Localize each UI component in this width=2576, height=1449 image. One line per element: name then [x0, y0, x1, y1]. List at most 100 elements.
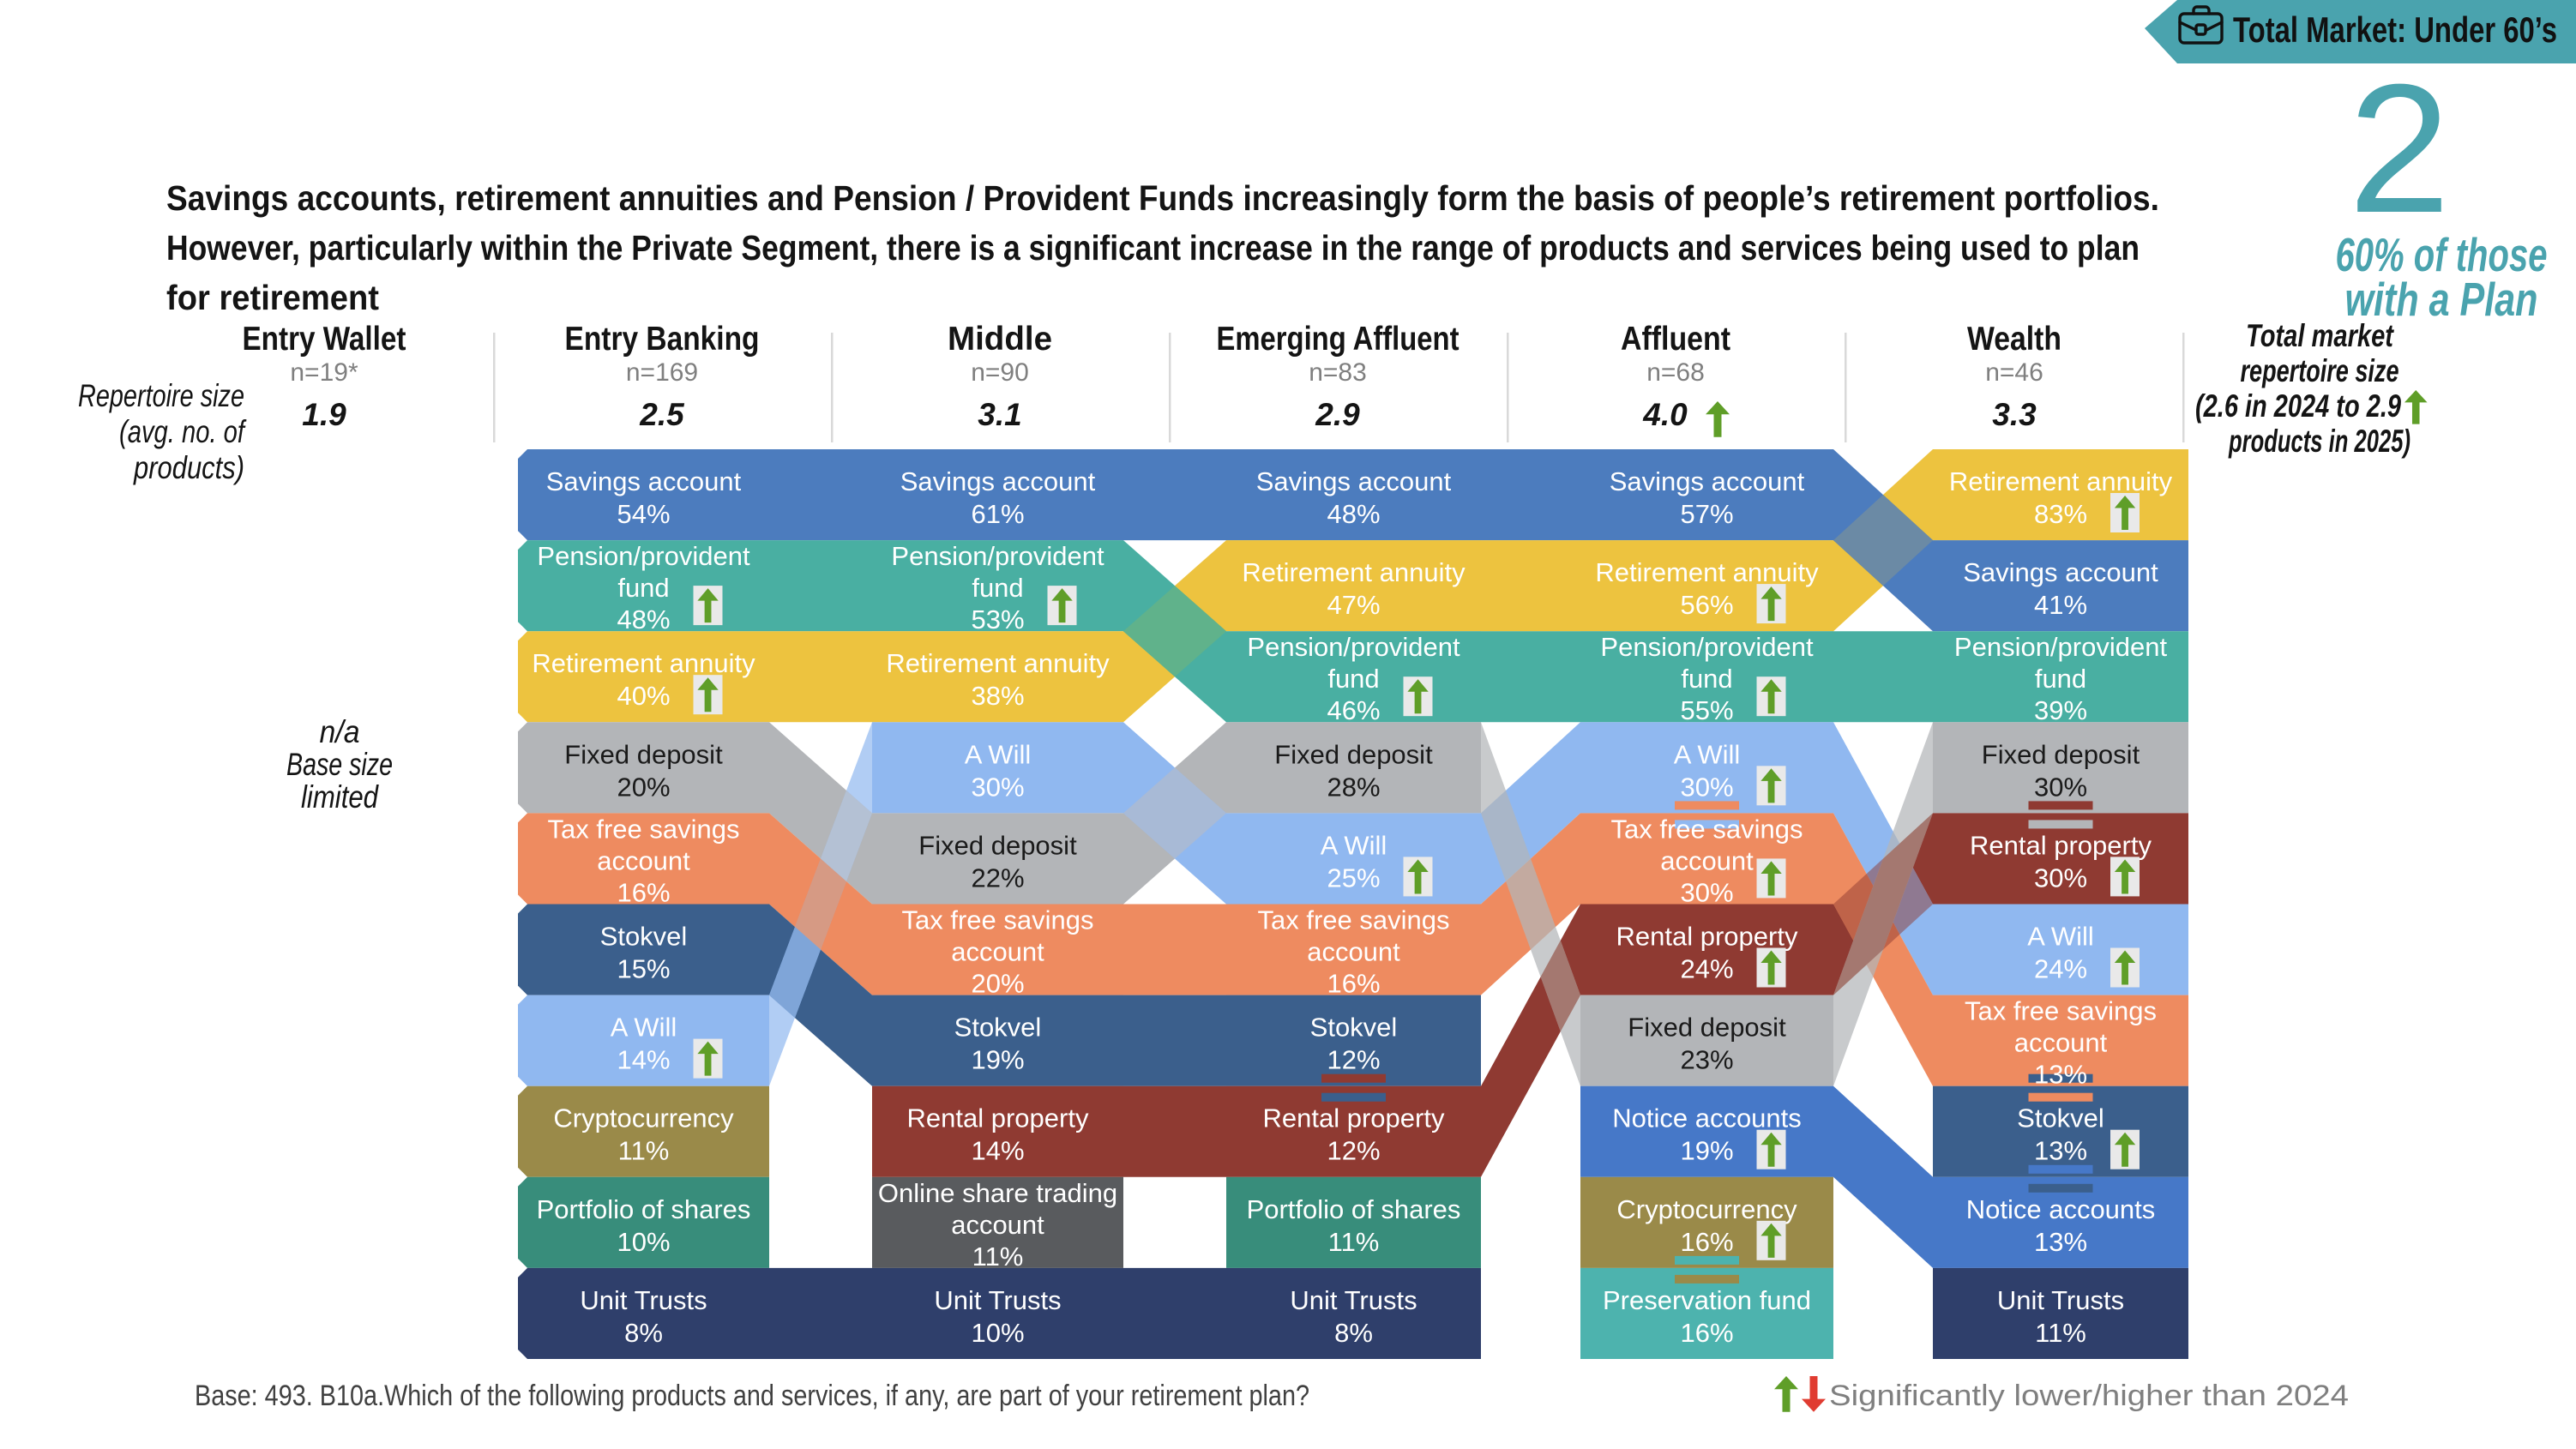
svg-text:55%: 55%: [1680, 695, 1733, 725]
svg-text:30%: 30%: [1680, 772, 1733, 802]
svg-text:2.5: 2.5: [639, 397, 685, 432]
svg-text:Stokvel: Stokvel: [2017, 1103, 2104, 1133]
svg-text:Savings accounts, retirement a: Savings accounts, retirement annuities a…: [166, 178, 2159, 218]
svg-text:61%: 61%: [971, 499, 1024, 529]
svg-text:Fixed deposit: Fixed deposit: [1274, 739, 1433, 769]
svg-text:Retirement annuity: Retirement annuity: [886, 648, 1110, 678]
svg-text:16%: 16%: [1680, 1318, 1733, 1348]
svg-text:1.9: 1.9: [302, 397, 346, 432]
svg-text:products in 2025): products in 2025): [2228, 424, 2410, 459]
svg-text:Stokvel: Stokvel: [600, 922, 688, 952]
svg-text:11%: 11%: [972, 1242, 1024, 1272]
svg-text:10%: 10%: [617, 1227, 670, 1257]
svg-text:Entry Banking: Entry Banking: [565, 321, 760, 358]
svg-text:Notice accounts: Notice accounts: [1966, 1194, 2156, 1224]
svg-text:Retirement annuity: Retirement annuity: [1595, 557, 1819, 587]
svg-text:Base: 493. B10a.Which of the f: Base: 493. B10a.Which of the following p…: [195, 1380, 1309, 1412]
svg-text:Unit Trusts: Unit Trusts: [1290, 1285, 1417, 1315]
svg-text:Portfolio of shares: Portfolio of shares: [537, 1194, 751, 1224]
svg-text:for retirement: for retirement: [166, 278, 379, 317]
svg-text:fund: fund: [617, 573, 669, 603]
svg-text:A Will: A Will: [1674, 739, 1741, 769]
svg-text:11%: 11%: [2035, 1318, 2086, 1348]
svg-text:account: account: [1660, 845, 1754, 875]
svg-text:fund: fund: [1681, 664, 1732, 694]
svg-text:(2.6 in 2024 to 2.9: (2.6 in 2024 to 2.9: [2195, 388, 2401, 424]
svg-text:2.9: 2.9: [1315, 397, 1360, 432]
svg-text:46%: 46%: [1327, 695, 1380, 725]
svg-text:10%: 10%: [971, 1318, 1024, 1348]
svg-text:Stokvel: Stokvel: [954, 1013, 1042, 1043]
svg-text:20%: 20%: [971, 969, 1024, 999]
svg-text:2: 2: [2348, 46, 2450, 251]
svg-text:fund: fund: [972, 573, 1023, 603]
svg-text:13%: 13%: [2034, 1060, 2087, 1090]
svg-text:3.3: 3.3: [1992, 397, 2037, 432]
svg-text:24%: 24%: [2034, 954, 2087, 984]
svg-text:12%: 12%: [1327, 1136, 1380, 1166]
svg-text:Total Market: Under 60’s: Total Market: Under 60’s: [2233, 9, 2557, 50]
svg-text:account: account: [951, 1210, 1044, 1240]
svg-text:30%: 30%: [2034, 772, 2087, 802]
svg-text:A Will: A Will: [611, 1013, 677, 1043]
svg-text:38%: 38%: [971, 681, 1024, 711]
svg-text:30%: 30%: [971, 772, 1024, 802]
svg-text:11%: 11%: [1328, 1227, 1380, 1257]
svg-text:16%: 16%: [1327, 969, 1380, 999]
svg-text:48%: 48%: [617, 604, 670, 634]
svg-text:4.0: 4.0: [1642, 397, 1688, 432]
svg-text:Online share trading: Online share trading: [878, 1178, 1117, 1208]
svg-text:24%: 24%: [1680, 954, 1733, 984]
svg-text:Pension/provident: Pension/provident: [537, 541, 750, 571]
svg-text:Total market: Total market: [2246, 318, 2394, 353]
svg-text:fund: fund: [1327, 664, 1379, 694]
svg-text:3.1: 3.1: [978, 397, 1021, 432]
svg-text:Pension/provident: Pension/provident: [1600, 632, 1814, 662]
svg-text:30%: 30%: [1680, 877, 1733, 907]
svg-text:Base size: Base size: [286, 747, 393, 782]
svg-text:39%: 39%: [2034, 695, 2087, 725]
svg-text:Pension/provident: Pension/provident: [1954, 632, 2168, 662]
svg-text:Preservation fund: Preservation fund: [1603, 1285, 1811, 1315]
svg-text:16%: 16%: [617, 877, 670, 907]
svg-text:Entry Wallet: Entry Wallet: [243, 321, 406, 358]
svg-text:A Will: A Will: [2027, 922, 2094, 952]
svg-text:83%: 83%: [2034, 499, 2087, 529]
svg-text:23%: 23%: [1680, 1045, 1733, 1075]
svg-text:28%: 28%: [1327, 772, 1380, 802]
svg-text:15%: 15%: [617, 954, 670, 984]
svg-text:Portfolio of shares: Portfolio of shares: [1247, 1194, 1461, 1224]
svg-text:14%: 14%: [971, 1136, 1024, 1166]
svg-text:Retirement annuity: Retirement annuity: [1949, 466, 2173, 496]
svg-text:41%: 41%: [2034, 590, 2087, 620]
svg-text:Savings account: Savings account: [1256, 466, 1452, 496]
svg-text:However, particularly within t: However, particularly within the Private…: [166, 228, 2140, 268]
svg-text:A Will: A Will: [1321, 830, 1387, 860]
svg-text:fund: fund: [2035, 664, 2086, 694]
svg-text:products): products): [133, 450, 244, 485]
svg-text:Unit Trusts: Unit Trusts: [580, 1285, 707, 1315]
svg-text:Rental property: Rental property: [1263, 1103, 1445, 1133]
svg-text:Fixed deposit: Fixed deposit: [564, 739, 723, 769]
svg-text:54%: 54%: [617, 499, 670, 529]
svg-text:Notice accounts: Notice accounts: [1612, 1103, 1802, 1133]
svg-text:n=83: n=83: [1309, 358, 1367, 387]
svg-text:account: account: [597, 845, 690, 875]
svg-text:25%: 25%: [1327, 863, 1380, 893]
svg-text:16%: 16%: [1680, 1227, 1733, 1257]
svg-text:Cryptocurrency: Cryptocurrency: [553, 1103, 734, 1133]
svg-text:Fixed deposit: Fixed deposit: [1628, 1013, 1786, 1043]
svg-text:Savings account: Savings account: [900, 466, 1096, 496]
svg-text:Unit Trusts: Unit Trusts: [934, 1285, 1061, 1315]
svg-text:Tax free savings: Tax free savings: [548, 814, 740, 844]
svg-text:repertoire size: repertoire size: [2241, 353, 2399, 388]
svg-text:Fixed deposit: Fixed deposit: [918, 830, 1077, 860]
svg-text:Retirement annuity: Retirement annuity: [532, 648, 755, 678]
svg-text:Tax free savings: Tax free savings: [1258, 905, 1450, 935]
svg-text:60% of those: 60% of those: [2336, 228, 2548, 281]
svg-text:n=169: n=169: [626, 358, 698, 387]
svg-text:n=68: n=68: [1646, 358, 1705, 387]
svg-text:with a Plan: with a Plan: [2345, 273, 2538, 326]
svg-text:Savings account: Savings account: [546, 466, 742, 496]
svg-text:47%: 47%: [1327, 590, 1380, 620]
